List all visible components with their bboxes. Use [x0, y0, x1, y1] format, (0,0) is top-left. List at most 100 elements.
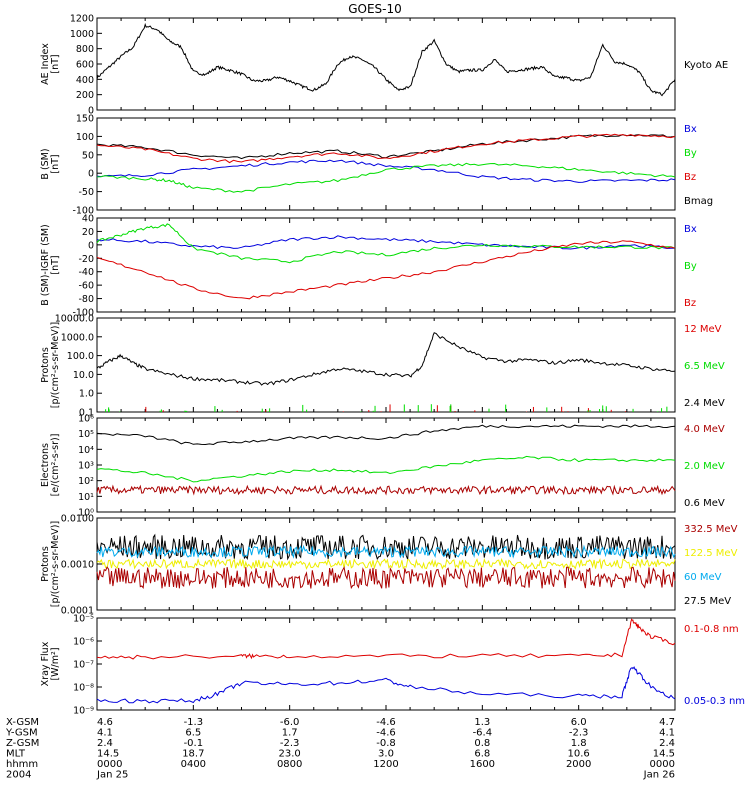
y-axis-label: [p/(cm²-s-sr-MeV)] [50, 521, 61, 607]
y-tick-label: 150 [76, 114, 94, 125]
legend-entry: 2.0 MeV [684, 461, 725, 472]
y-tick-label: 10⁶ [78, 414, 94, 425]
x-axis-value: 14.5 [97, 749, 119, 760]
legend-entry: Bz [684, 298, 696, 309]
y-axis-label: [nT] [50, 154, 61, 173]
y-tick-label: 10⁻⁹ [73, 706, 94, 717]
x-axis-value: -6.4 [473, 728, 493, 739]
x-axis-value: 4.1 [97, 728, 113, 739]
series-line-bz [96, 133, 676, 164]
y-tick-label: 200 [76, 90, 94, 101]
panel-frame-xray [96, 617, 676, 711]
y-axis-label: [nT] [50, 54, 61, 73]
x-axis-value: 4.6 [97, 717, 113, 728]
series-line-2-0-mev [96, 455, 676, 483]
legend-entry: By [684, 148, 697, 159]
x-axis-value: 2000 [566, 759, 591, 770]
y-tick-label: 10⁻⁵ [73, 614, 94, 625]
legend-entry: 27.5 MeV [684, 596, 731, 607]
y-tick-label: 10⁻⁷ [73, 660, 94, 671]
legend-entry: 122.5 MeV [684, 548, 738, 559]
y-tick-label: 100.0 [67, 351, 94, 362]
legend-entry: 0.6 MeV [684, 498, 725, 509]
y-tick-label: 50 [82, 150, 94, 161]
y-tick-label: 10000.0 [55, 314, 94, 325]
legend-entry: 0.1-0.8 nm [684, 624, 739, 635]
x-axis-value: 0.8 [474, 738, 490, 749]
y-tick-label: -80 [78, 294, 94, 305]
y-tick-label: 0.1 [79, 408, 94, 419]
panel-frame-protons1 [96, 317, 676, 413]
y-tick-label: 0.0100 [61, 514, 94, 525]
series-line-0-1-0-8-nm [96, 618, 676, 660]
series-line-by [96, 223, 676, 264]
x-axis-value: 2.4 [659, 738, 675, 749]
y-axis-label: Electrons [40, 443, 51, 487]
y-tick-label: 10¹ [78, 492, 94, 503]
x-axis-value: 18.7 [182, 749, 204, 760]
legend-entry: Bmag [684, 196, 713, 207]
legend-entry: Bz [684, 172, 696, 183]
x-axis-value: -0.8 [376, 738, 396, 749]
x-axis-row-label: 2004 [6, 770, 31, 781]
x-axis-value: 0000 [650, 759, 675, 770]
y-tick-label: 10⁴ [78, 445, 94, 456]
x-axis-row-label: hhmm [6, 759, 38, 770]
y-tick-label: 40 [82, 214, 94, 225]
series-band-122-5-mev [96, 557, 676, 570]
x-axis-value: 0400 [181, 759, 206, 770]
x-axis-value: 6.0 [571, 717, 587, 728]
series-line-by [96, 162, 676, 193]
y-axis-label: B (SM) [40, 148, 51, 179]
y-tick-label: 10² [78, 476, 94, 487]
x-axis-value: 4.1 [659, 728, 675, 739]
y-axis-label: [nT] [50, 255, 61, 274]
x-axis-value: -2.3 [569, 728, 589, 739]
x-axis-value: 1600 [470, 759, 495, 770]
x-axis-value: -4.6 [376, 717, 396, 728]
y-axis-label: [W/m²] [50, 647, 61, 680]
y-tick-label: 10⁻⁸ [73, 683, 94, 694]
legend-entry: 332.5 MeV [684, 524, 738, 535]
y-tick-label: 10⁻⁶ [73, 637, 94, 648]
series-line-2-4-mev [96, 332, 676, 386]
legend-entry: 6.5 MeV [684, 361, 725, 372]
y-axis-label: [p/(cm²-s-sr-MeV)] [50, 322, 61, 408]
panel-frame-ae [96, 17, 676, 111]
y-tick-label: 600 [76, 60, 94, 71]
series-line-0-05-0-3-nm [96, 666, 676, 704]
y-tick-label: 10³ [78, 461, 94, 472]
x-axis-value: -1.3 [184, 717, 204, 728]
y-tick-label: 0.0001 [61, 606, 94, 617]
y-tick-label: 100 [76, 132, 94, 143]
y-axis-label: B (SM)-IGRF (SM) [40, 224, 51, 306]
y-tick-label: 800 [76, 44, 94, 55]
series-band-27-5-mev [96, 533, 676, 561]
y-axis-label: [e/(cm²-s-sr)] [50, 434, 61, 497]
x-axis-value: 1.7 [282, 728, 298, 739]
y-tick-label: 0 [88, 169, 94, 180]
x-axis-value: 14.5 [653, 749, 675, 760]
x-axis-value: 0800 [277, 759, 302, 770]
y-tick-label: 0 [88, 106, 94, 117]
panel-frame-protons2 [96, 517, 676, 611]
legend-entry: 60 MeV [684, 572, 722, 583]
x-axis-value: 3.0 [378, 749, 394, 760]
x-axis-row-label: X-GSM [6, 717, 39, 728]
y-tick-label: 1200 [70, 14, 94, 25]
x-axis-row-label: Z-GSM [6, 738, 39, 749]
panel-frame-electrons [96, 417, 676, 513]
panel-frame-bsm [96, 117, 676, 211]
y-axis-label: AE Index [40, 43, 51, 85]
x-axis-value: 4.7 [659, 717, 675, 728]
x-axis-value: -2.3 [280, 738, 300, 749]
legend-entry: By [684, 261, 697, 272]
x-axis-value: Jan 25 [96, 770, 128, 781]
x-axis-value: -4.6 [376, 728, 396, 739]
x-axis-value: 1200 [373, 759, 398, 770]
chart-title: GOES-10 [348, 2, 402, 16]
series-line-0-6-mev [96, 424, 676, 446]
y-axis-label: Xray Flux [40, 641, 51, 686]
y-tick-label: 400 [76, 75, 94, 86]
x-axis-value: 1.3 [474, 717, 490, 728]
